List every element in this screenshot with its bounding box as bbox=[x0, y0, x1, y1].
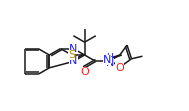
Text: N: N bbox=[105, 58, 114, 68]
Text: O: O bbox=[80, 67, 89, 77]
Text: N: N bbox=[69, 44, 78, 54]
Text: H: H bbox=[106, 53, 113, 62]
Text: N: N bbox=[69, 56, 78, 66]
Text: O: O bbox=[115, 63, 124, 73]
Text: N: N bbox=[103, 55, 111, 65]
Text: S: S bbox=[68, 50, 75, 60]
